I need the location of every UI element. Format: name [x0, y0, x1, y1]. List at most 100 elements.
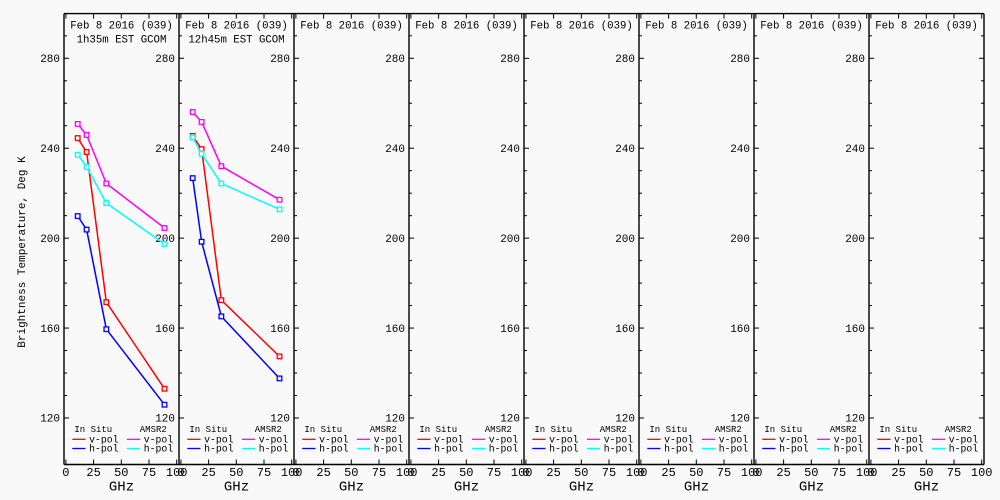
svg-text:12h45m EST GCOM: 12h45m EST GCOM: [188, 35, 284, 47]
svg-text:25: 25: [776, 466, 790, 480]
svg-text:h-pol: h-pol: [834, 444, 864, 455]
svg-text:GHz: GHz: [224, 480, 249, 496]
svg-text:240: 240: [155, 144, 175, 156]
svg-text:50: 50: [574, 466, 588, 480]
svg-text:200: 200: [845, 234, 865, 246]
svg-text:h-pol: h-pol: [549, 444, 579, 455]
svg-text:50: 50: [114, 466, 128, 480]
svg-text:280: 280: [270, 54, 290, 66]
svg-text:GHz: GHz: [454, 480, 479, 496]
svg-text:25: 25: [891, 466, 905, 480]
svg-text:25: 25: [431, 466, 445, 480]
svg-text:0: 0: [867, 466, 874, 480]
svg-text:240: 240: [730, 144, 750, 156]
svg-text:GHz: GHz: [339, 480, 364, 496]
svg-text:50: 50: [689, 466, 703, 480]
svg-text:280: 280: [385, 54, 405, 66]
svg-text:0: 0: [522, 466, 529, 480]
svg-text:75: 75: [257, 466, 271, 480]
svg-text:GHz: GHz: [684, 480, 709, 496]
svg-text:h-pol: h-pol: [259, 444, 289, 455]
svg-text:200: 200: [615, 234, 635, 246]
svg-text:Feb 8 2016 (039): Feb 8 2016 (039): [300, 21, 403, 33]
svg-text:120: 120: [385, 414, 405, 426]
svg-text:Feb 8 2016 (039): Feb 8 2016 (039): [530, 21, 633, 33]
svg-text:0: 0: [407, 466, 414, 480]
svg-text:240: 240: [270, 144, 290, 156]
svg-text:0: 0: [292, 466, 299, 480]
svg-text:200: 200: [500, 234, 520, 246]
svg-text:50: 50: [919, 466, 933, 480]
svg-text:120: 120: [155, 414, 175, 426]
svg-text:h-pol: h-pol: [779, 444, 809, 455]
svg-text:h-pol: h-pol: [204, 444, 234, 455]
svg-text:GHz: GHz: [109, 480, 134, 496]
svg-text:120: 120: [730, 414, 750, 426]
svg-text:h-pol: h-pol: [319, 444, 349, 455]
svg-text:160: 160: [155, 324, 175, 336]
svg-text:100: 100: [971, 466, 993, 480]
svg-text:200: 200: [270, 234, 290, 246]
svg-text:240: 240: [40, 144, 60, 156]
svg-text:GHz: GHz: [914, 480, 939, 496]
svg-text:280: 280: [730, 54, 750, 66]
svg-text:200: 200: [40, 234, 60, 246]
svg-text:160: 160: [40, 324, 60, 336]
svg-text:GHz: GHz: [569, 480, 594, 496]
svg-text:25: 25: [546, 466, 560, 480]
svg-text:25: 25: [201, 466, 215, 480]
svg-text:Feb 8 2016 (039): Feb 8 2016 (039): [415, 21, 518, 33]
svg-text:Feb 8 2016 (039): Feb 8 2016 (039): [70, 21, 173, 33]
svg-text:240: 240: [615, 144, 635, 156]
svg-text:25: 25: [316, 466, 330, 480]
svg-text:h-pol: h-pol: [719, 444, 749, 455]
svg-text:120: 120: [270, 414, 290, 426]
svg-text:0: 0: [637, 466, 644, 480]
svg-text:25: 25: [86, 466, 100, 480]
svg-text:160: 160: [730, 324, 750, 336]
svg-text:160: 160: [615, 324, 635, 336]
svg-text:h-pol: h-pol: [89, 444, 119, 455]
svg-text:160: 160: [385, 324, 405, 336]
svg-text:GHz: GHz: [799, 480, 824, 496]
svg-text:25: 25: [661, 466, 675, 480]
svg-text:160: 160: [270, 324, 290, 336]
svg-text:0: 0: [177, 466, 184, 480]
svg-text:120: 120: [845, 414, 865, 426]
svg-text:120: 120: [40, 414, 60, 426]
svg-text:Brightness Temperature, Deg K: Brightness Temperature, Deg K: [17, 156, 29, 348]
svg-text:h-pol: h-pol: [489, 444, 519, 455]
svg-text:200: 200: [385, 234, 405, 246]
svg-text:240: 240: [845, 144, 865, 156]
svg-text:280: 280: [500, 54, 520, 66]
svg-text:160: 160: [845, 324, 865, 336]
svg-text:h-pol: h-pol: [949, 444, 979, 455]
svg-text:75: 75: [602, 466, 616, 480]
svg-text:Feb 8 2016 (039): Feb 8 2016 (039): [645, 21, 748, 33]
svg-text:280: 280: [155, 54, 175, 66]
svg-text:120: 120: [500, 414, 520, 426]
svg-text:160: 160: [500, 324, 520, 336]
svg-text:Feb 8 2016 (039): Feb 8 2016 (039): [185, 21, 288, 33]
svg-text:200: 200: [730, 234, 750, 246]
svg-text:h-pol: h-pol: [604, 444, 634, 455]
svg-text:75: 75: [832, 466, 846, 480]
svg-text:75: 75: [142, 466, 156, 480]
svg-text:75: 75: [372, 466, 386, 480]
svg-text:h-pol: h-pol: [664, 444, 694, 455]
svg-text:Feb 8 2016 (039): Feb 8 2016 (039): [875, 21, 978, 33]
svg-text:280: 280: [845, 54, 865, 66]
svg-text:h-pol: h-pol: [374, 444, 404, 455]
svg-text:50: 50: [344, 466, 358, 480]
svg-text:50: 50: [459, 466, 473, 480]
svg-text:0: 0: [752, 466, 759, 480]
svg-text:h-pol: h-pol: [144, 444, 174, 455]
svg-text:75: 75: [947, 466, 961, 480]
svg-text:280: 280: [615, 54, 635, 66]
svg-text:240: 240: [385, 144, 405, 156]
svg-text:75: 75: [717, 466, 731, 480]
svg-text:75: 75: [487, 466, 501, 480]
svg-text:50: 50: [229, 466, 243, 480]
svg-text:0: 0: [62, 466, 69, 480]
svg-text:Feb 8 2016 (039): Feb 8 2016 (039): [760, 21, 863, 33]
